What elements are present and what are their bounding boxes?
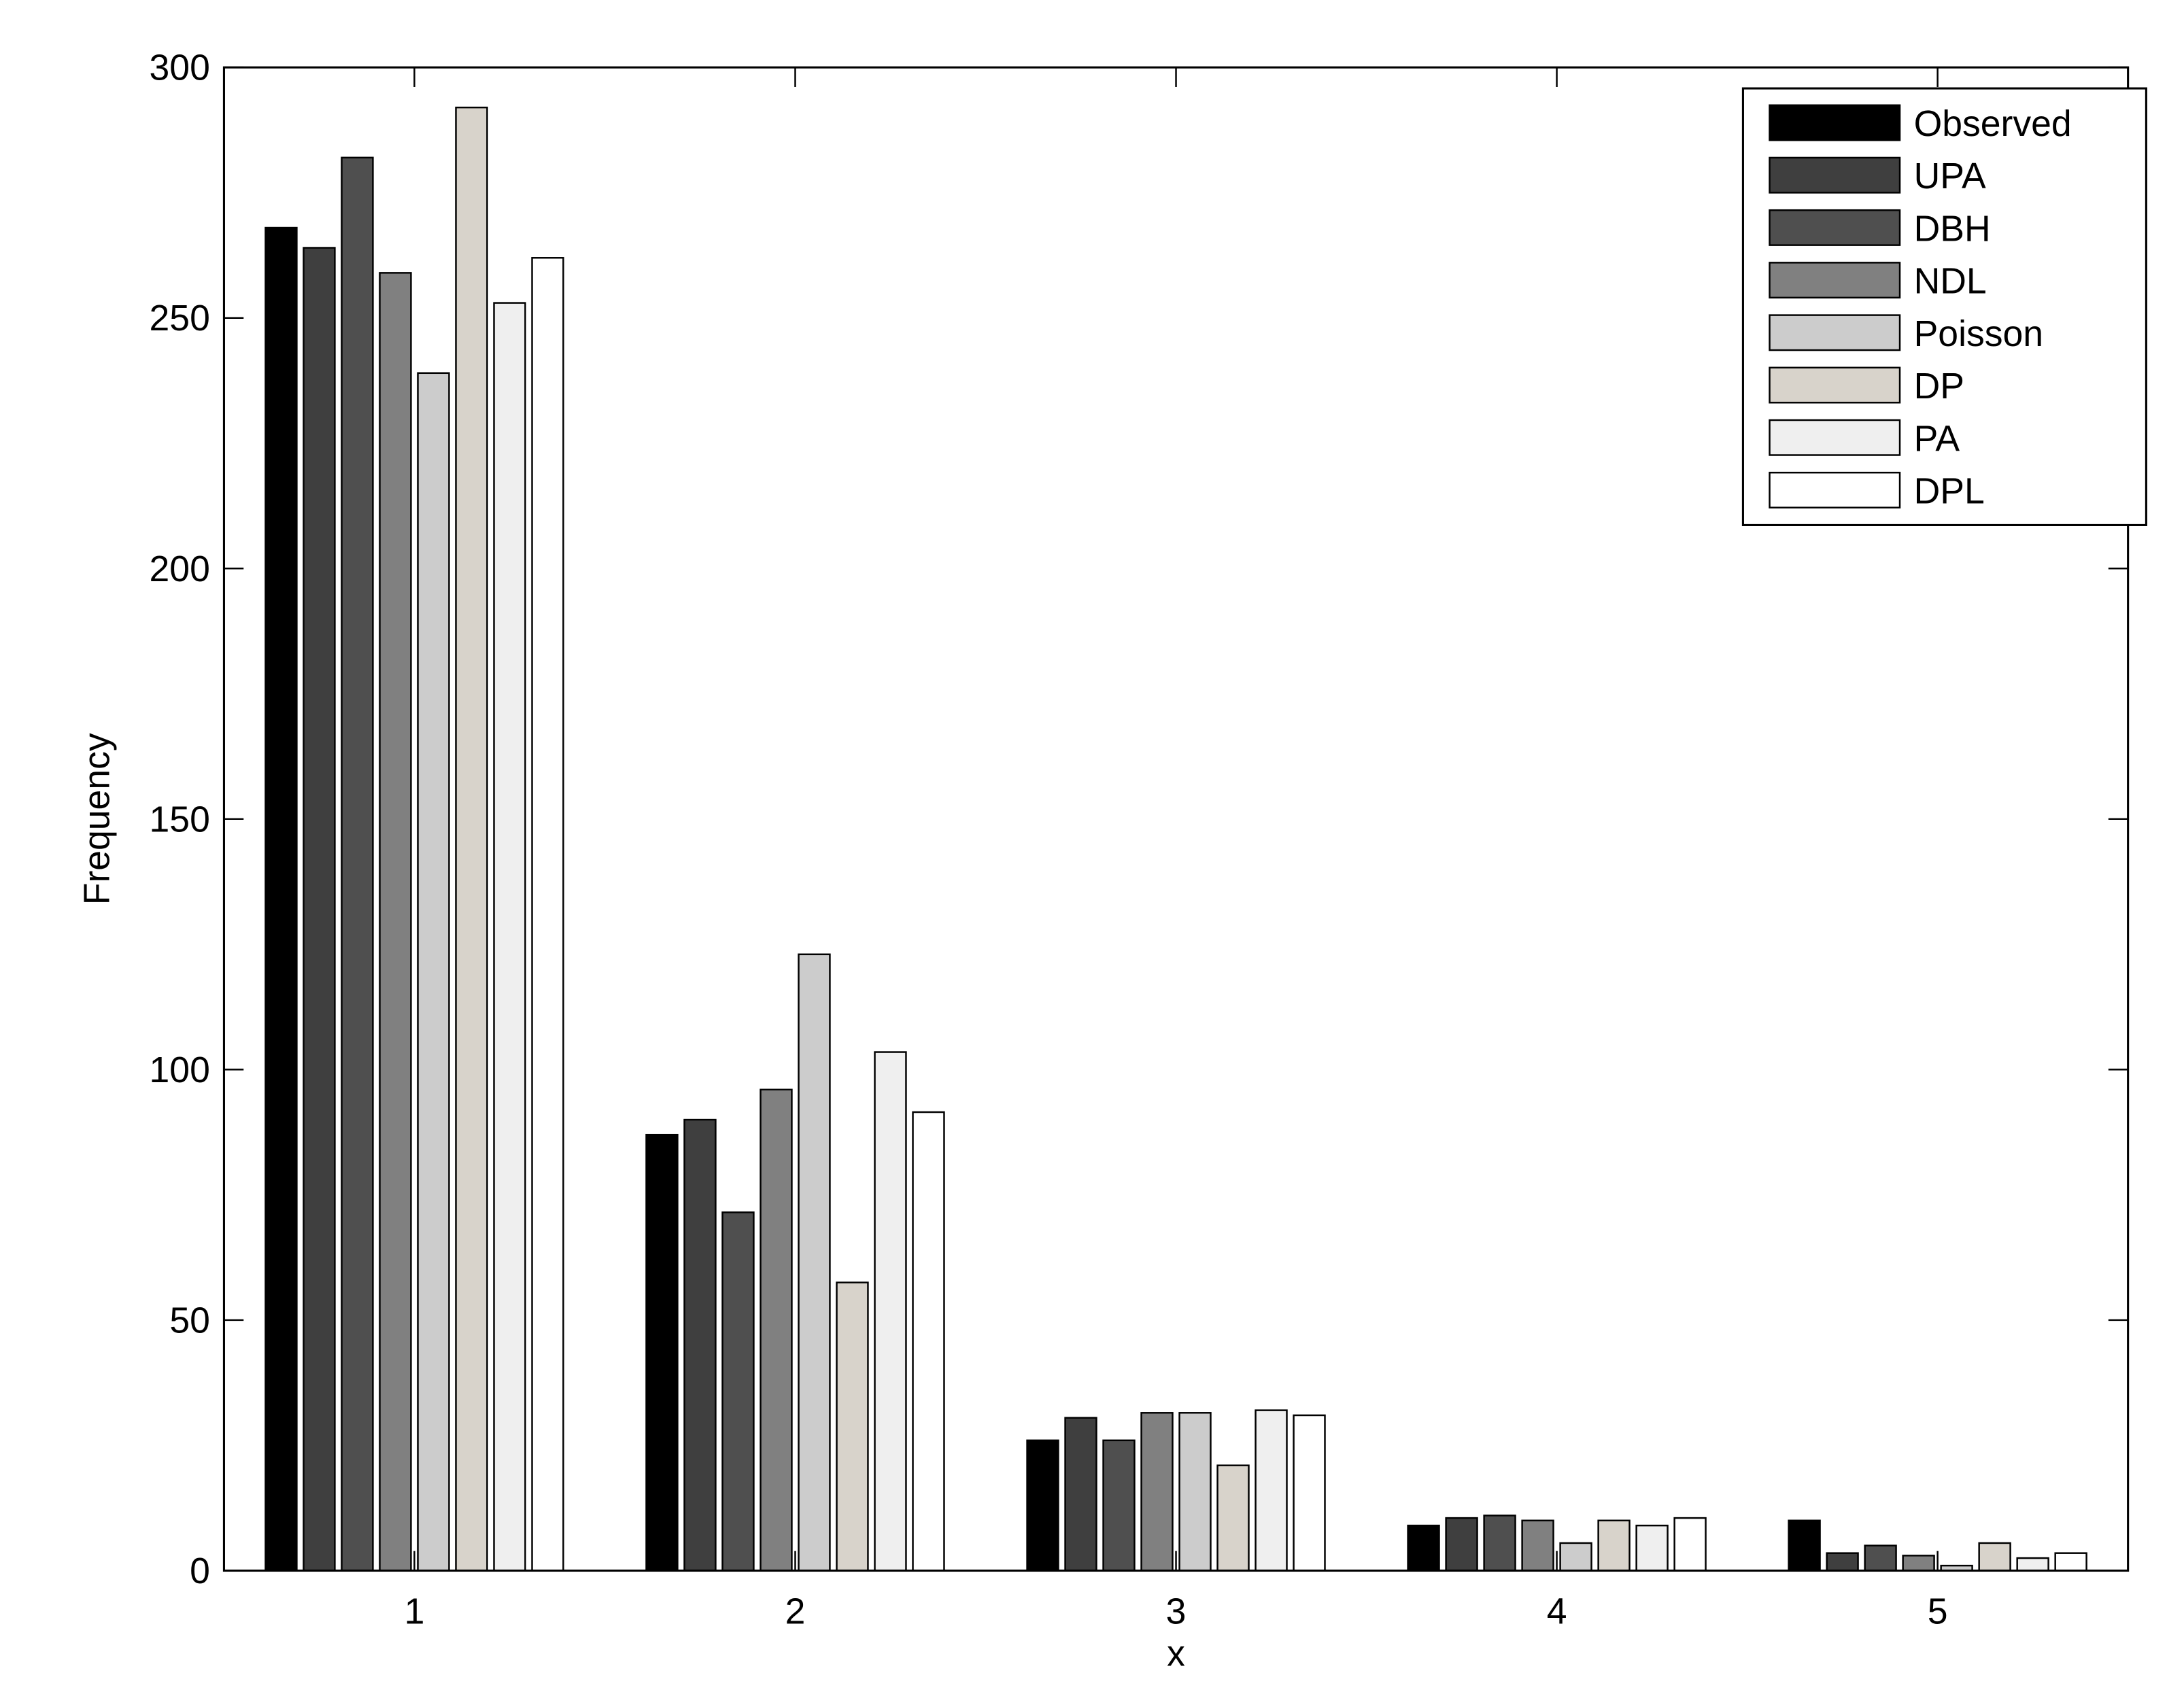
bar [1026, 1439, 1059, 1572]
bar [1178, 1412, 1212, 1572]
bar [1826, 1552, 1859, 1572]
y-tick-label: 200 [150, 549, 210, 589]
bar [531, 257, 564, 1572]
legend-swatch [1769, 419, 1901, 456]
bar [341, 156, 374, 1572]
x-tick-label: 2 [785, 1592, 806, 1632]
bar [2016, 1557, 2049, 1572]
bar [1559, 1542, 1592, 1572]
y-tick-label: 0 [190, 1551, 210, 1591]
bar [1445, 1517, 1478, 1572]
y-tick-label: 50 [169, 1300, 210, 1341]
legend-label: NDL [1914, 262, 1987, 302]
legend-label: UPA [1914, 156, 1986, 196]
bar [1102, 1439, 1136, 1572]
bar [798, 953, 831, 1572]
y-tick-label: 150 [150, 799, 210, 840]
legend-label: DPL [1914, 472, 1985, 512]
bar [1483, 1515, 1516, 1572]
bar [683, 1118, 717, 1572]
legend-swatch [1769, 471, 1901, 508]
bar [493, 302, 526, 1572]
legend-swatch [1769, 262, 1901, 299]
bar [1864, 1544, 1897, 1572]
bar [721, 1211, 755, 1572]
bar [1064, 1417, 1097, 1572]
bar [1521, 1519, 1554, 1572]
bar [1255, 1409, 1288, 1572]
bar [1788, 1519, 1821, 1572]
bar [265, 226, 298, 1572]
legend-label: DBH [1914, 209, 1991, 249]
bar [1293, 1414, 1326, 1572]
bar [1216, 1464, 1250, 1572]
bar [1597, 1519, 1631, 1572]
x-tick-label: 4 [1547, 1592, 1567, 1632]
bar [379, 272, 412, 1572]
bar [912, 1111, 945, 1572]
bar [417, 372, 450, 1572]
bar [760, 1088, 793, 1572]
bar [836, 1281, 869, 1572]
legend-swatch [1769, 104, 1901, 141]
legend-swatch [1769, 156, 1901, 194]
legend-swatch [1769, 366, 1901, 404]
x-tick-label: 3 [1166, 1592, 1187, 1632]
bar [1140, 1412, 1174, 1572]
legend-label: PA [1914, 419, 1960, 459]
y-tick-label: 250 [150, 298, 210, 339]
y-tick-label: 100 [150, 1050, 210, 1090]
bar [455, 106, 488, 1572]
legend-label: Poisson [1914, 314, 2043, 354]
bar [1673, 1517, 1707, 1572]
bar [874, 1051, 907, 1572]
x-axis-label: x [1167, 1634, 1185, 1674]
bar [1902, 1555, 1935, 1572]
y-tick-label: 300 [150, 48, 210, 88]
bar [1635, 1524, 1669, 1572]
y-axis-label: Frequency [78, 733, 118, 905]
x-tick-label: 1 [405, 1592, 425, 1632]
legend-label: Observed [1914, 104, 2072, 144]
legend-swatch [1769, 314, 1901, 351]
x-tick-label: 5 [1928, 1592, 1948, 1632]
legend-label: DP [1914, 366, 1964, 407]
bar [1407, 1524, 1440, 1572]
legend-box [1741, 87, 2147, 526]
bar [645, 1133, 679, 1572]
bar [2054, 1552, 2087, 1572]
bar [303, 247, 336, 1572]
legend-swatch [1769, 209, 1901, 246]
bar [1978, 1542, 2011, 1572]
